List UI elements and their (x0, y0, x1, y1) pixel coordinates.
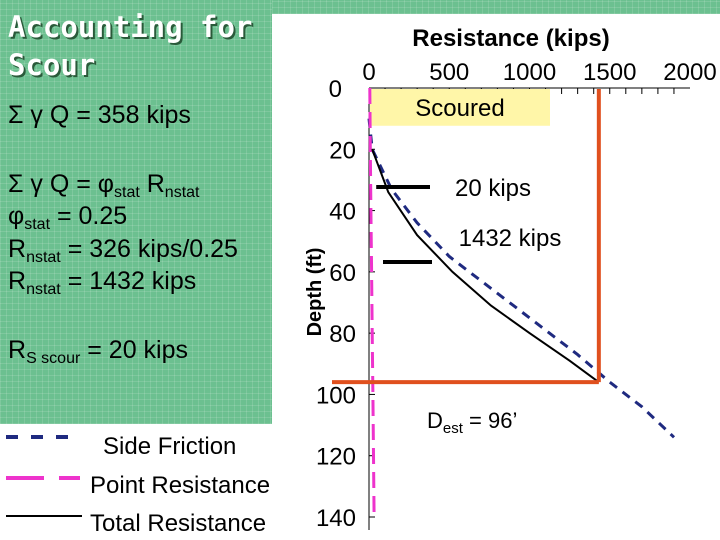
dest-sub: est (443, 420, 464, 437)
slide-title: Accounting for Scour (8, 8, 252, 84)
left-panel (0, 0, 272, 424)
eq6-b: = 20 kips (80, 336, 189, 364)
eq5-sub: nstat (26, 281, 61, 298)
rn-equation-2: Rnstat = 1432 kips (8, 267, 196, 299)
legend-label-point-resistance: Point Resistance (90, 472, 270, 499)
eq3-sub: stat (24, 216, 51, 233)
top-band (272, 0, 720, 14)
y-tick-label: 100 (316, 382, 356, 409)
y-tick-label: 80 (329, 321, 356, 348)
eq2-lhs: Σ γ Q = φ (8, 170, 114, 198)
x-axis-title: Resistance (kips) (412, 25, 609, 52)
y-tick-label: 20 (329, 137, 356, 164)
y-tick-label: 0 (329, 76, 342, 103)
load-equation-text: Σ γ Q = 358 kips (8, 101, 191, 129)
eq4-sub: nstat (26, 249, 61, 266)
legend: Side Friction Point Resistance Total Res… (6, 433, 270, 537)
dest-suffix: = 96’ (463, 408, 517, 433)
eq3-a: φ (8, 202, 25, 230)
eq3-b: = 0.25 (50, 202, 128, 230)
title-line-2: Scour (8, 48, 96, 82)
y-tick-label: 60 (329, 260, 356, 287)
series-group (367, 87, 676, 518)
legend-label-total-resistance: Total Resistance (90, 510, 266, 537)
x-tick-label: 500 (429, 59, 469, 86)
rs-scour-equation: RS scour = 20 kips (8, 336, 188, 368)
y-ticks: 0 20 40 60 80 100 120 140 (316, 76, 375, 532)
eq6-a: R (8, 336, 27, 364)
x-tick-label: 1000 (503, 59, 556, 86)
eq2-sub-stat: stat (114, 184, 140, 201)
eq5-b: = 1432 kips (60, 267, 197, 295)
scoured-box (370, 89, 550, 126)
eq2-sub-nstat: nstat (164, 184, 200, 201)
y-tick-label: 40 (329, 199, 356, 226)
legend-label-side-friction: Side Friction (103, 433, 236, 460)
scoured-label: Scoured (415, 95, 504, 122)
x-tick-label: 2000 (663, 59, 716, 86)
eq2-mid: R (139, 170, 165, 198)
eq4-b: = 326 kips/0.25 (60, 235, 238, 263)
eq6-sub: S scour (26, 350, 81, 367)
scour-kips-label: 20 kips (455, 175, 531, 202)
phi-equation: φstat = 0.25 (8, 202, 127, 234)
load-equation: Σ γ Q = 358 kips (8, 101, 191, 130)
rn-kips-label: 1432 kips (459, 225, 562, 252)
x-ticks: 0 500 1000 1500 2000 (362, 59, 717, 94)
rn-equation-1: Rnstat = 326 kips/0.25 (8, 235, 238, 267)
eq4-a: R (8, 235, 27, 263)
y-tick-label: 120 (316, 444, 356, 471)
y-tick-label: 140 (316, 505, 356, 532)
eq5-a: R (8, 267, 27, 295)
series-total-resistance (371, 148, 600, 384)
y-axis-title: Depth (ft) (304, 248, 326, 337)
series-side-friction (367, 118, 676, 439)
dest-label: Dest = 96’ (427, 408, 517, 437)
x-tick-label: 0 (362, 59, 375, 86)
x-tick-label: 1500 (583, 59, 636, 86)
dest-prefix: D (427, 408, 443, 433)
resistance-equation: Σ γ Q = φstat Rnstat (8, 170, 199, 202)
title-line-1: Accounting for (8, 10, 253, 44)
